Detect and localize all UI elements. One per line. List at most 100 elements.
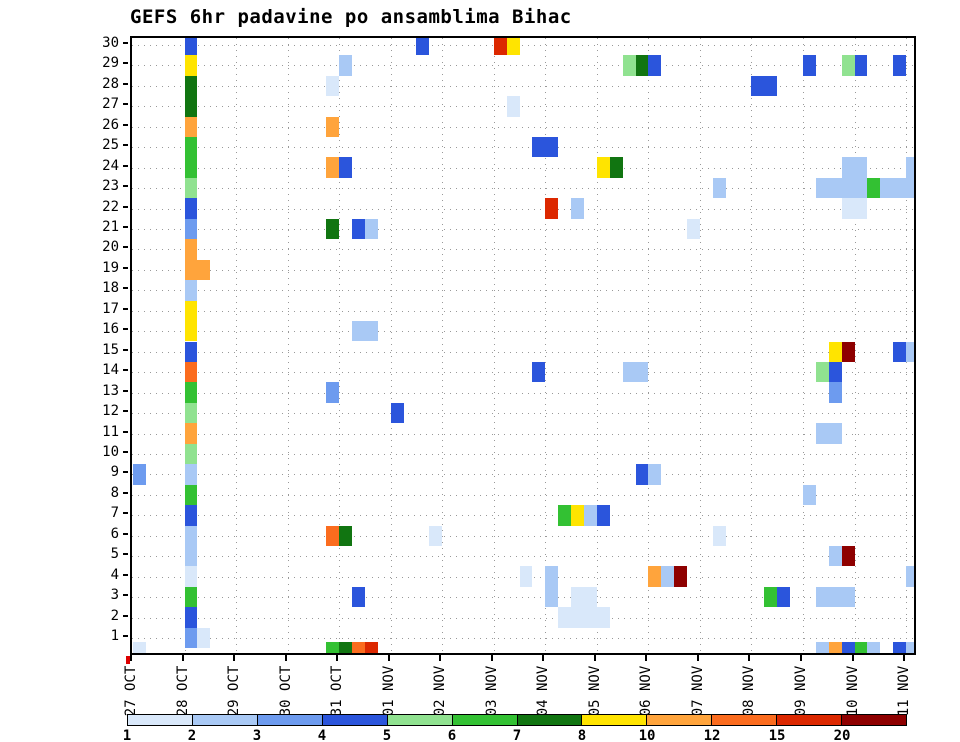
precip-cell (880, 177, 914, 199)
precip-cell (815, 423, 842, 444)
y-tick-label: 3 (110, 587, 119, 604)
colorbar (127, 714, 908, 726)
x-tick-mark (336, 655, 339, 661)
precip-cell (815, 361, 829, 383)
x-tick-label: 09 NOV (793, 665, 810, 717)
horizontal-gridline (132, 208, 914, 210)
y-tick-label: 1 (110, 628, 119, 644)
precip-cell (184, 75, 198, 97)
precip-cell (545, 586, 559, 608)
y-tick-label: 22 (102, 198, 119, 215)
x-tick-mark (387, 655, 390, 661)
horizontal-gridline (132, 331, 914, 333)
precip-cell (893, 341, 907, 362)
precip-cell (648, 464, 662, 485)
x-tick-label: 27 OCT (123, 665, 139, 717)
x-tick-mark (284, 655, 287, 661)
precip-cell (184, 157, 198, 178)
y-tick-mark (123, 471, 128, 474)
y-tick-mark (123, 205, 128, 208)
precip-cell (184, 239, 198, 260)
precip-cell (197, 627, 211, 649)
vertical-gridline (751, 38, 753, 653)
vertical-gridline (596, 38, 598, 653)
precip-cell (184, 96, 198, 117)
precip-cell (133, 464, 146, 485)
x-tick-label: 02 NOV (432, 665, 449, 717)
precip-cell (906, 642, 914, 653)
y-tick-mark (123, 123, 128, 126)
precip-cell (803, 55, 816, 76)
y-tick-mark (123, 573, 128, 576)
precip-cell (571, 505, 584, 526)
precip-cell (184, 341, 198, 362)
y-tick-mark (123, 328, 128, 331)
y-tick-mark (123, 450, 128, 453)
precip-cell (326, 75, 340, 97)
precip-cell (326, 218, 340, 240)
y-tick-label: 20 (102, 239, 119, 256)
horizontal-gridline (132, 453, 914, 455)
precip-cell (712, 177, 726, 199)
colorbar-label: 6 (447, 728, 457, 742)
precip-cell (571, 586, 597, 608)
vertical-gridline (803, 38, 805, 653)
y-tick-label: 6 (110, 525, 119, 542)
horizontal-gridline (132, 85, 914, 87)
precip-cell (184, 218, 198, 240)
colorbar-label: 5 (382, 728, 392, 742)
y-tick-label: 24 (102, 157, 119, 174)
precip-cell (352, 586, 365, 608)
precip-cell (751, 75, 778, 97)
x-tick-mark (542, 655, 545, 661)
precip-cell (545, 198, 559, 219)
precip-cell (867, 642, 881, 653)
precip-cell (184, 586, 198, 608)
y-tick-label: 28 (102, 75, 119, 92)
precip-cell (184, 280, 198, 301)
x-tick-mark (593, 655, 596, 661)
colorbar-label: 8 (577, 728, 587, 742)
x-tick-label: 31 OCT (329, 665, 346, 717)
precip-cell (609, 157, 623, 178)
precip-cell (841, 341, 855, 362)
precip-cell (390, 402, 404, 424)
precip-cell (828, 382, 842, 403)
colorbar-label: 3 (252, 728, 262, 742)
precip-cell (854, 642, 868, 653)
colorbar-segment (776, 714, 843, 726)
x-tick-label: 29 OCT (226, 665, 243, 717)
y-tick-label: 27 (102, 96, 119, 113)
horizontal-gridline (132, 494, 914, 496)
y-tick-mark (123, 287, 128, 290)
x-tick-mark (233, 655, 236, 661)
precip-cell (906, 566, 914, 587)
precip-cell (184, 55, 198, 76)
y-tick-label: 2 (110, 607, 119, 624)
y-tick-label: 10 (102, 443, 119, 460)
precip-cell (416, 38, 430, 56)
precip-cell (326, 157, 340, 178)
vertical-gridline (442, 38, 444, 653)
vertical-gridline (545, 38, 547, 653)
precip-cell (184, 443, 198, 465)
precip-cell (777, 586, 791, 608)
colorbar-segment (321, 714, 388, 726)
colorbar-segment (451, 714, 518, 726)
y-tick-label: 13 (102, 382, 119, 399)
y-tick-label: 14 (102, 362, 119, 379)
precip-cell (184, 545, 198, 567)
y-tick-mark (123, 614, 128, 617)
precip-cell (133, 642, 146, 653)
precip-cell (184, 38, 198, 56)
y-tick-mark (123, 594, 128, 597)
horizontal-gridline (132, 535, 914, 537)
colorbar-segment (127, 714, 193, 726)
x-tick-label: 05 NOV (586, 665, 603, 717)
precip-cell (184, 484, 198, 506)
precip-cell (184, 607, 198, 628)
colorbar-label: 2 (187, 728, 197, 742)
y-tick-mark (123, 164, 128, 167)
precip-cell (184, 382, 198, 403)
